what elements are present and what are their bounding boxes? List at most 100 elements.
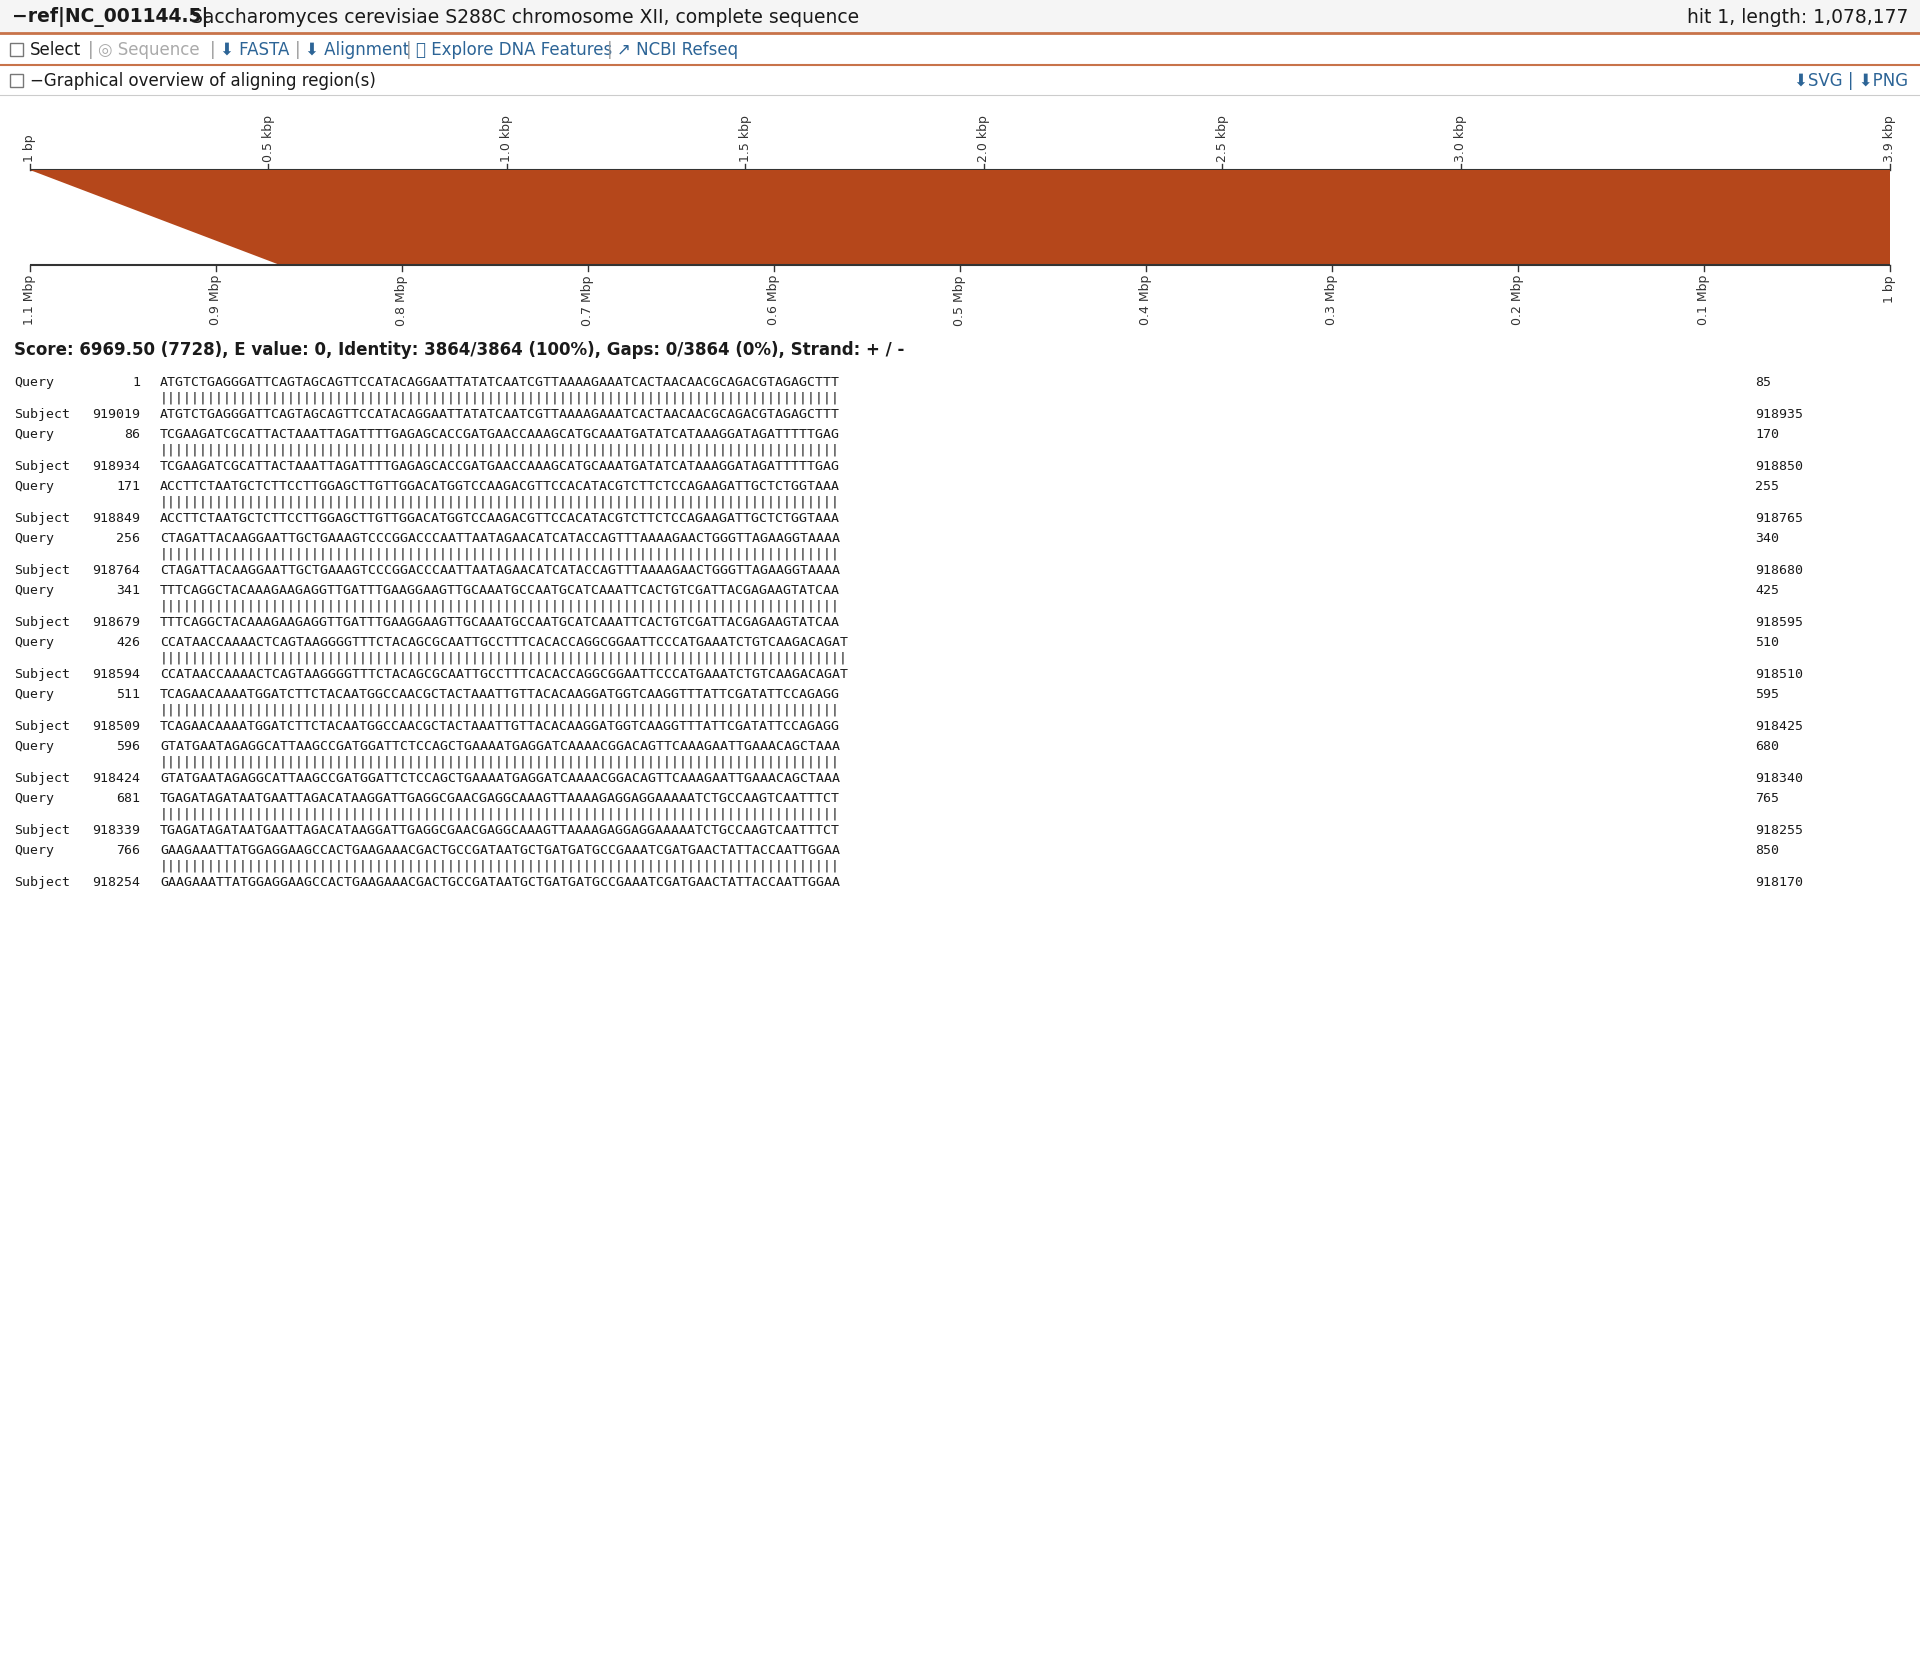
Text: Query: Query [13, 636, 54, 649]
Text: 918255: 918255 [1755, 823, 1803, 836]
Text: 918340: 918340 [1755, 771, 1803, 785]
Text: ||||||||||||||||||||||||||||||||||||||||||||||||||||||||||||||||||||||||||||||||: ||||||||||||||||||||||||||||||||||||||||… [159, 860, 841, 873]
Text: 0.3 Mbp: 0.3 Mbp [1325, 274, 1338, 325]
Text: 85: 85 [1755, 376, 1770, 388]
Text: Query: Query [13, 584, 54, 597]
Text: |: | [88, 40, 94, 59]
Text: ACCTTCTAATGCTCTTCCTTGGAGCTTGTTGGACATGGTCCAAGACGTTCCACATACGTCTTCTCCAGAAGATTGCTCTG: ACCTTCTAATGCTCTTCCTTGGAGCTTGTTGGACATGGTC… [159, 512, 841, 525]
Bar [10, 43, 23, 57]
Text: CTAGATTACAAGGAATTGCTGAAAGTCCCGGACCCAATTAATAGAACATCATACCAGTTTAAAAGAACTGGGTTAGAAGG: CTAGATTACAAGGAATTGCTGAAAGTCCCGGACCCAATTA… [159, 564, 841, 577]
Text: 0.7 Mbp: 0.7 Mbp [582, 274, 595, 325]
Text: 918934: 918934 [92, 460, 140, 473]
Text: 0.5 Mbp: 0.5 Mbp [954, 274, 966, 325]
Text: 919019: 919019 [92, 408, 140, 420]
Text: 86: 86 [125, 428, 140, 440]
Text: Subject: Subject [13, 823, 69, 836]
Text: ||||||||||||||||||||||||||||||||||||||||||||||||||||||||||||||||||||||||||||||||: ||||||||||||||||||||||||||||||||||||||||… [159, 651, 849, 664]
Text: Subject: Subject [13, 875, 69, 888]
Polygon shape [31, 171, 1889, 266]
Text: TTTCAGGCTACAAAGAAGAGGTTGATTTGAAGGAAGTTGCAAATGCCAATGCATCAAATTCACTGTCGATTACGAGAAGT: TTTCAGGCTACAAAGAAGAGGTTGATTTGAAGGAAGTTGC… [159, 616, 841, 629]
Text: ↗ NCBI Refseq: ↗ NCBI Refseq [616, 40, 737, 59]
Text: 255: 255 [1755, 480, 1780, 494]
Text: 918935: 918935 [1755, 408, 1803, 420]
Text: 0.8 Mbp: 0.8 Mbp [396, 274, 409, 325]
Text: Query: Query [13, 791, 54, 805]
Text: 918510: 918510 [1755, 668, 1803, 681]
Text: 0.1 Mbp: 0.1 Mbp [1697, 274, 1711, 325]
Text: 918339: 918339 [92, 823, 140, 836]
Text: 918849: 918849 [92, 512, 140, 525]
Text: TGAGATAGATAATGAATTAGACATAAGGATTGAGGCGAACGAGGCAAAGTTAAAAGAGGAGGAAAAATCTGCCAAGTCAA: TGAGATAGATAATGAATTAGACATAAGGATTGAGGCGAAC… [159, 791, 841, 805]
Text: 681: 681 [115, 791, 140, 805]
Text: Select: Select [31, 40, 81, 59]
Text: 256: 256 [115, 532, 140, 545]
Text: 171: 171 [115, 480, 140, 494]
Text: 1: 1 [132, 376, 140, 388]
Text: 918765: 918765 [1755, 512, 1803, 525]
Text: CTAGATTACAAGGAATTGCTGAAAGTCCCGGACCCAATTAATAGAACATCATACCAGTTTAAAAGAACTGGGTTAGAAGG: CTAGATTACAAGGAATTGCTGAAAGTCCCGGACCCAATTA… [159, 532, 841, 545]
Text: Query: Query [13, 480, 54, 494]
Text: ATGTCTGAGGGATTCAGTAGCAGTTCCATACAGGAATTATATCAATCGTTAAAAGAAATCACTAACAACGCAGACGTAGA: ATGTCTGAGGGATTCAGTAGCAGTTCCATACAGGAATTAT… [159, 408, 841, 420]
Text: ⬇ FASTA: ⬇ FASTA [221, 40, 290, 59]
Text: 1.5 kbp: 1.5 kbp [739, 115, 753, 162]
Text: ACCTTCTAATGCTCTTCCTTGGAGCTTGTTGGACATGGTCCAAGACGTTCCACATACGTCTTCTCCAGAAGATTGCTCTG: ACCTTCTAATGCTCTTCCTTGGAGCTTGTTGGACATGGTC… [159, 480, 841, 494]
Text: −Graphical overview of aligning region(s): −Graphical overview of aligning region(s… [31, 72, 376, 90]
Text: 918509: 918509 [92, 719, 140, 733]
Text: 3.9 kbp: 3.9 kbp [1884, 115, 1897, 162]
Text: Query: Query [13, 532, 54, 545]
Text: −ref|NC_001144.5|: −ref|NC_001144.5| [12, 7, 209, 27]
Text: 918679: 918679 [92, 616, 140, 629]
Text: |: | [296, 40, 301, 59]
Text: ||||||||||||||||||||||||||||||||||||||||||||||||||||||||||||||||||||||||||||||||: ||||||||||||||||||||||||||||||||||||||||… [159, 547, 841, 560]
Text: 1 bp: 1 bp [1884, 274, 1897, 303]
Text: TCAGAACAAAATGGATCTTCTACAATGGCCAACGCTACTAAATTGTTACACAAGGATGGTCAAGGTTTATTCGATATTCC: TCAGAACAAAATGGATCTTCTACAATGGCCAACGCTACTA… [159, 688, 841, 701]
Text: TTTCAGGCTACAAAGAAGAGGTTGATTTGAAGGAAGTTGCAAATGCCAATGCATCAAATTCACTGTCGATTACGAGAAGT: TTTCAGGCTACAAAGAAGAGGTTGATTTGAAGGAAGTTGC… [159, 584, 841, 597]
Text: 595: 595 [1755, 688, 1780, 701]
Text: 918254: 918254 [92, 875, 140, 888]
Text: Subject: Subject [13, 564, 69, 577]
Text: 918424: 918424 [92, 771, 140, 785]
Text: Query: Query [13, 376, 54, 388]
Text: 850: 850 [1755, 843, 1780, 857]
Text: 918425: 918425 [1755, 719, 1803, 733]
Text: 0.5 kbp: 0.5 kbp [261, 115, 275, 162]
Text: 918764: 918764 [92, 564, 140, 577]
Bar [0, 33, 1920, 65]
Text: 1 bp: 1 bp [23, 134, 36, 162]
Text: Subject: Subject [13, 408, 69, 420]
Text: ||||||||||||||||||||||||||||||||||||||||||||||||||||||||||||||||||||||||||||||||: ||||||||||||||||||||||||||||||||||||||||… [159, 808, 841, 820]
Text: 426: 426 [115, 636, 140, 649]
Text: 0.6 Mbp: 0.6 Mbp [768, 274, 781, 325]
Text: 918170: 918170 [1755, 875, 1803, 888]
Text: Query: Query [13, 688, 54, 701]
Text: Subject: Subject [13, 668, 69, 681]
Text: 2.0 kbp: 2.0 kbp [977, 115, 991, 162]
Text: ⬇SVG | ⬇PNG: ⬇SVG | ⬇PNG [1793, 72, 1908, 90]
Text: ||||||||||||||||||||||||||||||||||||||||||||||||||||||||||||||||||||||||||||||||: ||||||||||||||||||||||||||||||||||||||||… [159, 756, 841, 768]
Text: Query: Query [13, 428, 54, 440]
Text: 918594: 918594 [92, 668, 140, 681]
Text: Subject: Subject [13, 771, 69, 785]
Text: 170: 170 [1755, 428, 1780, 440]
Text: 918680: 918680 [1755, 564, 1803, 577]
Text: ◎ Sequence: ◎ Sequence [98, 40, 200, 59]
Text: CCATAACCAAAACTCAGTAAGGGGTTTCTACAGCGCAATTGCCTTTCACACCAGGCGGAATTCCCATGAAATCTGTCAAG: CCATAACCAAAACTCAGTAAGGGGTTTCTACAGCGCAATT… [159, 636, 849, 649]
Text: GAAGAAATTATGGAGGAAGCCACTGAAGAAACGACTGCCGATAATGCTGATGATGCCGAAATCGATGAACTATTACCAAT: GAAGAAATTATGGAGGAAGCCACTGAAGAAACGACTGCCG… [159, 843, 841, 857]
Text: 0.9 Mbp: 0.9 Mbp [209, 274, 223, 325]
Bar [0, 65, 1920, 95]
Text: ||||||||||||||||||||||||||||||||||||||||||||||||||||||||||||||||||||||||||||||||: ||||||||||||||||||||||||||||||||||||||||… [159, 704, 841, 716]
Text: ⬇ Alignment: ⬇ Alignment [305, 40, 409, 59]
Text: 341: 341 [115, 584, 140, 597]
Text: |: | [607, 40, 612, 59]
Text: 1.1 Mbp: 1.1 Mbp [23, 274, 36, 325]
Text: 680: 680 [1755, 739, 1780, 753]
Text: Subject: Subject [13, 460, 69, 473]
Text: ATGTCTGAGGGATTCAGTAGCAGTTCCATACAGGAATTATATCAATCGTTAAAAGAAATCACTAACAACGCAGACGTAGA: ATGTCTGAGGGATTCAGTAGCAGTTCCATACAGGAATTAT… [159, 376, 841, 388]
Text: ||||||||||||||||||||||||||||||||||||||||||||||||||||||||||||||||||||||||||||||||: ||||||||||||||||||||||||||||||||||||||||… [159, 443, 841, 457]
Text: Subject: Subject [13, 719, 69, 733]
Text: ||||||||||||||||||||||||||||||||||||||||||||||||||||||||||||||||||||||||||||||||: ||||||||||||||||||||||||||||||||||||||||… [159, 495, 841, 509]
Text: GTATGAATAGAGGCATTAAGCCGATGGATTCTCCAGCTGAAAATGAGGATCAAAACGGACAGTTCAAAGAATTGAAACAG: GTATGAATAGAGGCATTAAGCCGATGGATTCTCCAGCTGA… [159, 771, 841, 785]
Text: 340: 340 [1755, 532, 1780, 545]
Text: CCATAACCAAAACTCAGTAAGGGGTTTCTACAGCGCAATTGCCTTTCACACCAGGCGGAATTCCCATGAAATCTGTCAAG: CCATAACCAAAACTCAGTAAGGGGTTTCTACAGCGCAATT… [159, 668, 849, 681]
Text: 918595: 918595 [1755, 616, 1803, 629]
